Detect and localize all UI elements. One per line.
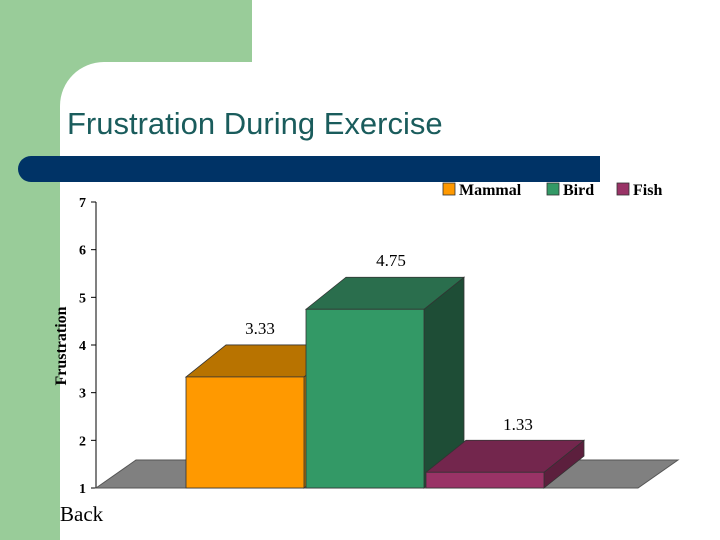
data-label-fish: 1.33 bbox=[503, 415, 533, 434]
chart-bars bbox=[184, 276, 586, 489]
y-tick-label: 6 bbox=[79, 244, 86, 259]
data-label-bird: 4.75 bbox=[376, 251, 406, 270]
legend-swatch bbox=[616, 182, 630, 196]
back-link[interactable]: Back bbox=[60, 502, 104, 526]
legend-swatch bbox=[546, 182, 560, 196]
y-tick-label: 3 bbox=[79, 387, 86, 402]
y-tick-label: 1 bbox=[79, 482, 86, 497]
bar-fish bbox=[424, 439, 586, 489]
legend-item-fish: Fish bbox=[616, 182, 662, 199]
legend-swatch bbox=[442, 182, 456, 196]
y-tick-label: 7 bbox=[79, 196, 86, 211]
legend-item-bird: Bird bbox=[546, 182, 594, 199]
bar-front-face bbox=[425, 471, 545, 489]
y-tick-label: 5 bbox=[79, 291, 86, 306]
bar-front-face bbox=[305, 308, 425, 489]
bar-bird bbox=[304, 276, 466, 489]
legend-label: Mammal bbox=[459, 182, 522, 199]
data-labels: 3.33 4.75 1.33 bbox=[245, 251, 533, 434]
legend-label: Fish bbox=[633, 182, 662, 199]
y-axis-label: Frustration bbox=[53, 306, 70, 385]
slide-title: Frustration During Exercise bbox=[67, 106, 443, 141]
chart-legend: Mammal Bird Fish bbox=[442, 182, 662, 199]
y-axis: 1 2 3 4 5 6 7 bbox=[79, 196, 97, 497]
bar-front-face bbox=[185, 376, 305, 489]
y-tick-label: 2 bbox=[79, 434, 86, 449]
y-tick-label: 4 bbox=[79, 339, 86, 354]
data-label-mammal: 3.33 bbox=[245, 319, 275, 338]
legend-label: Bird bbox=[563, 182, 594, 199]
legend-item-mammal: Mammal bbox=[442, 182, 522, 199]
title-underline-bar bbox=[18, 156, 600, 182]
